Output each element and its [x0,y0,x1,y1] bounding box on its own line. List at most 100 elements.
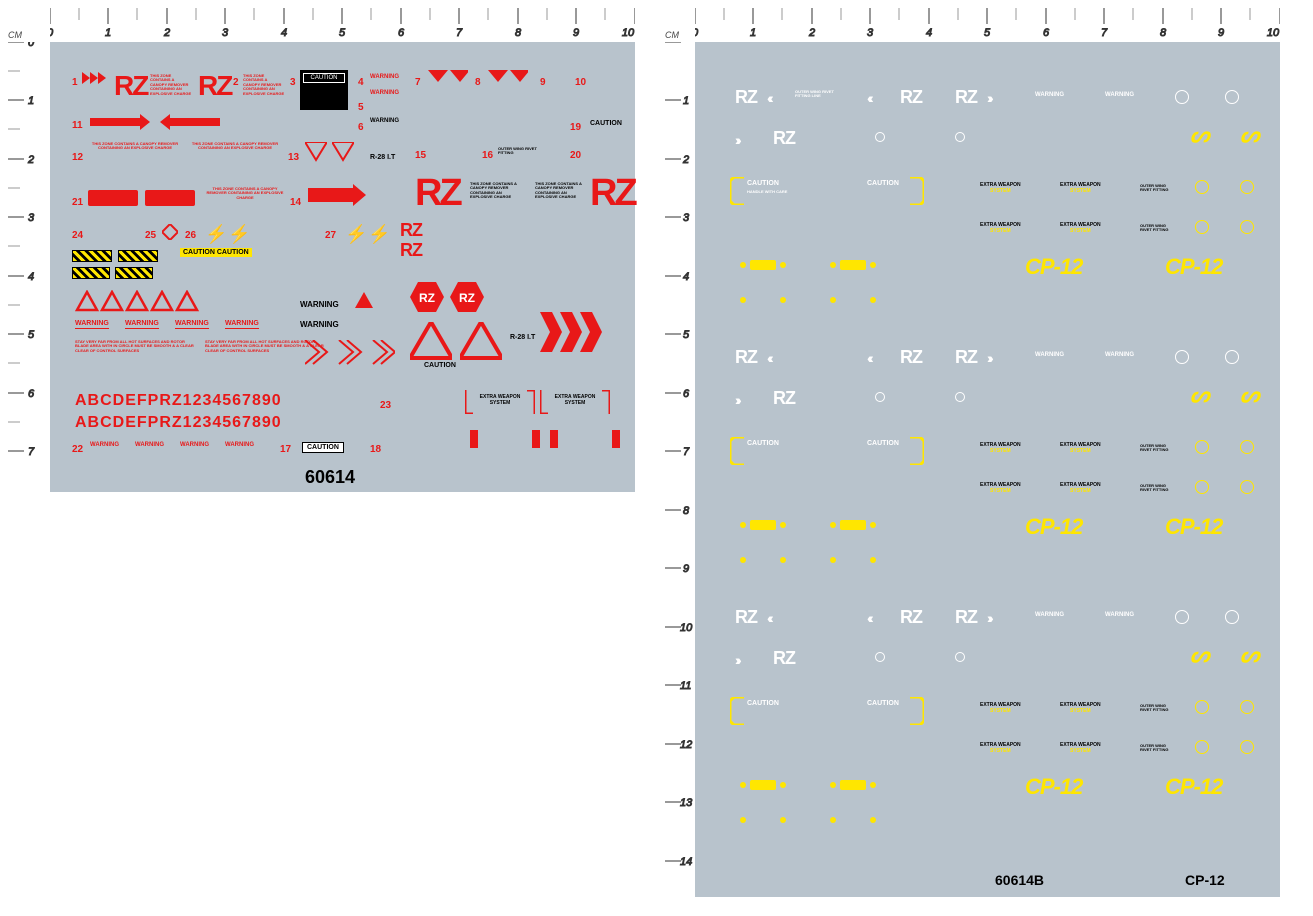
chev-white-icon-3: ›››› [987,90,990,106]
bracket-yellow-r-icon [910,177,924,205]
warning-white-2: WARNING [1105,92,1134,98]
number-26: 26 [185,230,196,241]
warning-btm: WARNING [90,442,119,448]
hazard-triangles-icon [75,290,215,312]
svg-text:2: 2 [27,154,34,166]
arrow-strip-icon [308,184,368,206]
number-1: 1 [72,77,78,88]
cy-icon-b3-4 [1240,740,1254,754]
warning-big: WARNING [300,300,339,309]
chevron-icon [82,72,112,84]
warning-ul-3: WARNING [175,320,209,329]
number-14: 14 [290,197,301,208]
circle-yellow-icon-3 [1195,220,1209,234]
number-8: 8 [475,77,481,88]
caution-b2: CAUTION [747,440,779,447]
chev-icon-b3-3: ›››› [987,610,990,626]
ow-b2-2: OUTER WING RIVET FITTING [1140,484,1178,493]
red-bar-icon [88,190,138,206]
warning-white-b2: WARNING [1035,352,1064,358]
yellow-bar-icon [750,260,776,270]
chevron-stripes-icon [540,312,610,362]
number-11: 11 [72,120,83,131]
circle-icon-b3-2 [1225,610,1239,624]
dot-icon-b2-6 [780,557,786,563]
number-15: 15 [415,150,426,161]
extra-weapon-b-3: EXTRA WEAPONSYSTEM [980,222,1021,234]
svg-text:13: 13 [680,797,693,809]
glyph-icon-b3: ᔕ [1190,642,1210,668]
dot-icon-b3-7 [830,817,836,823]
canopy-text: THIS ZONE CONTAINS A CANOPY REMOVER CONT… [150,74,192,96]
yellow-bar-icon-2 [840,260,866,270]
yellow-glyph-icon: ᔕ [1190,122,1210,148]
cy-icon-b3 [1195,700,1209,714]
dot-icon-b3-2 [780,782,786,788]
extra-weapon-b: EXTRA WEAPONSYSTEM [980,182,1021,194]
number-18: 18 [370,444,381,455]
chev-icon-b3: ‹‹‹‹ [767,610,770,626]
pattern-block-1: RZ ‹‹‹‹ OUTER WING RIVET FITTING LINE ‹‹… [695,82,1280,342]
chev-icon-b2-3: ›››› [987,350,990,366]
yellow-dot-icon [740,262,746,268]
rz-med-2: RZ [400,240,422,261]
rz-white-b2-4: RZ [773,388,795,409]
hazard-stripe-icon-4 [115,267,153,279]
number-20: 20 [570,150,581,161]
circle-sm-icon-b3-2 [955,652,965,662]
bracket-red-icon-2 [550,430,620,448]
warning-white-b3-2: WARNING [1105,612,1134,618]
ow-b3-2: OUTER WING RIVET FITTING [1140,744,1178,753]
arrow-bar-icon-2 [160,114,220,130]
product-id-a: 60614 [305,467,355,488]
glyph-icon-b2-2: ᔕ [1240,382,1260,408]
svg-text:RZ: RZ [419,291,435,305]
number-4: 4 [358,77,364,88]
chev-icon-b2-2: ‹‹‹‹ [867,350,870,366]
outer-wing-b-2: OUTER WING RIVET FITTING [1140,224,1178,233]
decal-sheet-b: RZ ‹‹‹‹ OUTER WING RIVET FITTING LINE ‹‹… [695,42,1280,897]
alphabet-row: ABCDEFPRZ1234567890 [75,392,282,410]
yellow-dot-icon-3 [830,262,836,268]
svg-text:7: 7 [456,27,463,38]
circle-sm-icon-b2 [875,392,885,402]
canopy-text-2: THIS ZONE CONTAINS A CANOPY REMOVER CONT… [243,74,285,96]
cp12-b3-2: CP-12 [1165,774,1222,800]
product-id-b: 60614B [995,872,1044,888]
rz-white-b2-2: RZ [900,347,922,368]
chev-icon-b3-2: ‹‹‹‹ [867,610,870,626]
circle-icon-b2-2 [1225,350,1239,364]
caution-white: CAUTION [747,180,779,187]
rz-white-4: RZ [773,128,795,149]
number-3: 3 [290,77,296,88]
svg-text:7: 7 [1101,27,1108,38]
warn-tri-icon [355,292,373,308]
hazard-stripe-icon-2 [118,250,158,262]
svg-text:1: 1 [683,95,689,107]
circle-white-icon [1175,90,1189,104]
cy-icon-b2-3 [1195,480,1209,494]
cm-label-a-v: CM [8,30,22,40]
svg-text:9: 9 [683,563,689,575]
number-2: 2 [233,77,239,88]
svg-text:3: 3 [222,27,229,38]
warning-btm-2: WARNING [135,442,164,448]
rz-med: RZ [400,220,422,241]
svg-text:5: 5 [984,27,991,38]
yellow-dot-icon-6 [780,297,786,303]
warning-label-2: WARNING [370,90,399,96]
outer-wing-b: OUTER WING RIVET FITTING [1140,184,1178,193]
svg-text:10: 10 [622,27,635,38]
svg-text:11: 11 [680,680,691,692]
cp12-b2: CP-12 [1025,514,1082,540]
warning-big-2: WARNING [300,320,339,329]
canopy-rz: THIS ZONE CONTAINS A CANOPY REMOVER CONT… [470,182,525,200]
circle-white-icon-2 [1225,90,1239,104]
yellow-dot-icon-5 [740,297,746,303]
svg-text:12: 12 [680,739,692,751]
canopy-rz-2: THIS ZONE CONTAINS A CANOPY REMOVER CONT… [535,182,590,200]
number-24: 24 [72,230,83,241]
svg-text:7: 7 [28,446,35,458]
svg-text:1: 1 [105,27,111,38]
svg-text:1: 1 [750,27,756,38]
